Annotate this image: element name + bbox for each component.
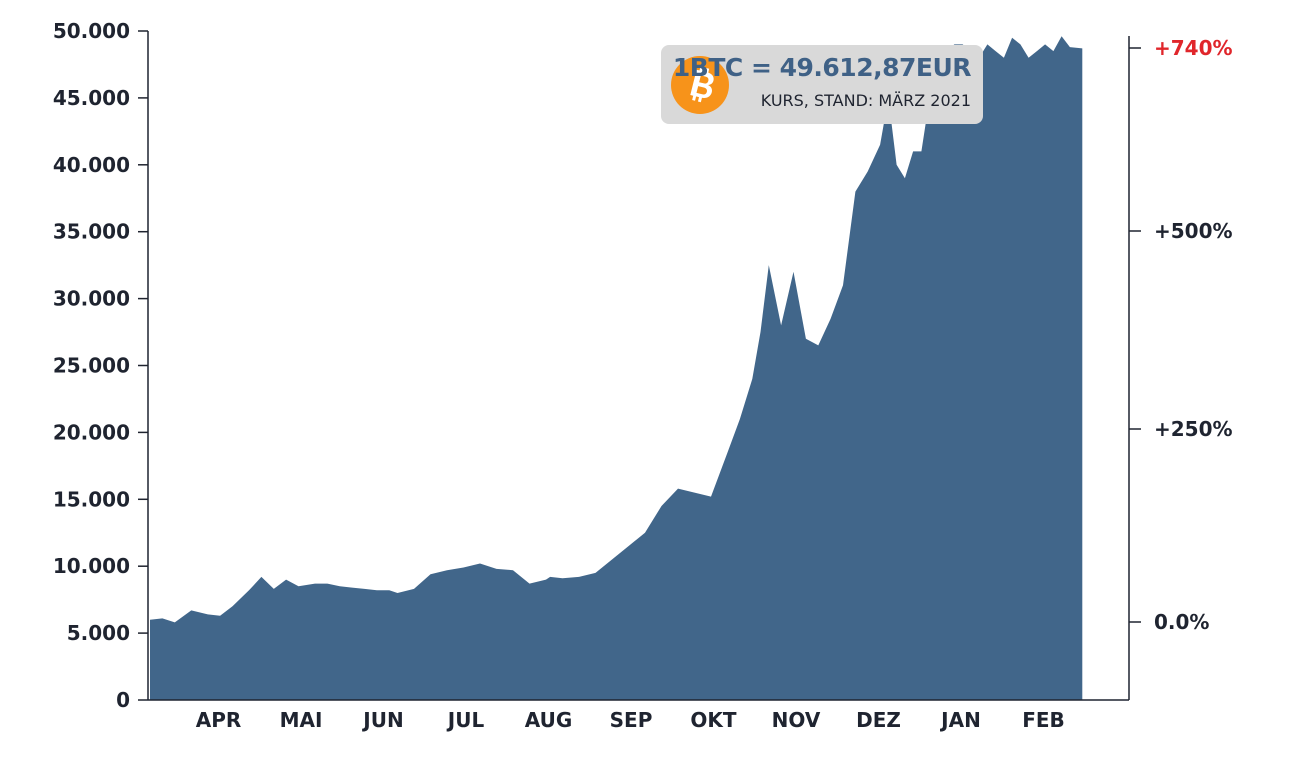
right-tick-label: +500% — [1154, 219, 1233, 243]
btc-price-text: 1BTC = 49.612,87EUR — [672, 53, 972, 82]
y-tick-label: 30.000 — [53, 287, 130, 311]
x-axis-ticks: APR MAI JUN JUL AUG SEP OKT NOV DEZ JAN FEB — [196, 708, 1065, 732]
y-tick-label: 45.000 — [53, 86, 130, 110]
x-tick-label: JUN — [361, 708, 403, 732]
right-tick-label: 0.0% — [1154, 610, 1209, 634]
x-tick-label: AUG — [525, 708, 573, 732]
y-tick-label: 10.000 — [53, 554, 130, 578]
y-tick-label: 50.000 — [53, 19, 130, 43]
x-tick-label: JAN — [939, 708, 981, 732]
y-tick-label: 25.000 — [53, 354, 130, 378]
x-tick-label: MAI — [280, 708, 323, 732]
y-tick-label: 5.000 — [67, 621, 130, 645]
right-tick-label: +740% — [1154, 36, 1233, 60]
y-tick-label: 35.000 — [53, 220, 130, 244]
x-tick-label: NOV — [772, 708, 821, 732]
y-axis-ticks: 0 5.000 10.000 15.000 20.000 25.000 30.000 35.0… — [53, 19, 148, 712]
right-tick-label: +250% — [1154, 417, 1233, 441]
price-area — [150, 36, 1083, 700]
right-axis-ticks: 0.0% +250% +500% +740% — [1129, 36, 1233, 634]
y-tick-label: 20.000 — [53, 420, 130, 444]
price-date-subtitle: KURS, STAND: MÄRZ 2021 — [760, 91, 971, 110]
x-tick-label: JUL — [446, 708, 485, 732]
price-area-layer — [150, 36, 1083, 700]
price-badge: 1BTC = 49.612,87EUR KURS, STAND: MÄRZ 20… — [661, 45, 983, 124]
bitcoin-icon — [671, 56, 729, 114]
x-tick-label: DEZ — [856, 708, 901, 732]
y-tick-label: 15.000 — [53, 487, 130, 511]
y-tick-label: 40.000 — [53, 153, 130, 177]
x-tick-label: FEB — [1022, 708, 1065, 732]
x-tick-label: OKT — [690, 708, 737, 732]
y-tick-label: 0 — [116, 688, 130, 712]
x-tick-label: APR — [196, 708, 242, 732]
x-tick-label: SEP — [610, 708, 653, 732]
